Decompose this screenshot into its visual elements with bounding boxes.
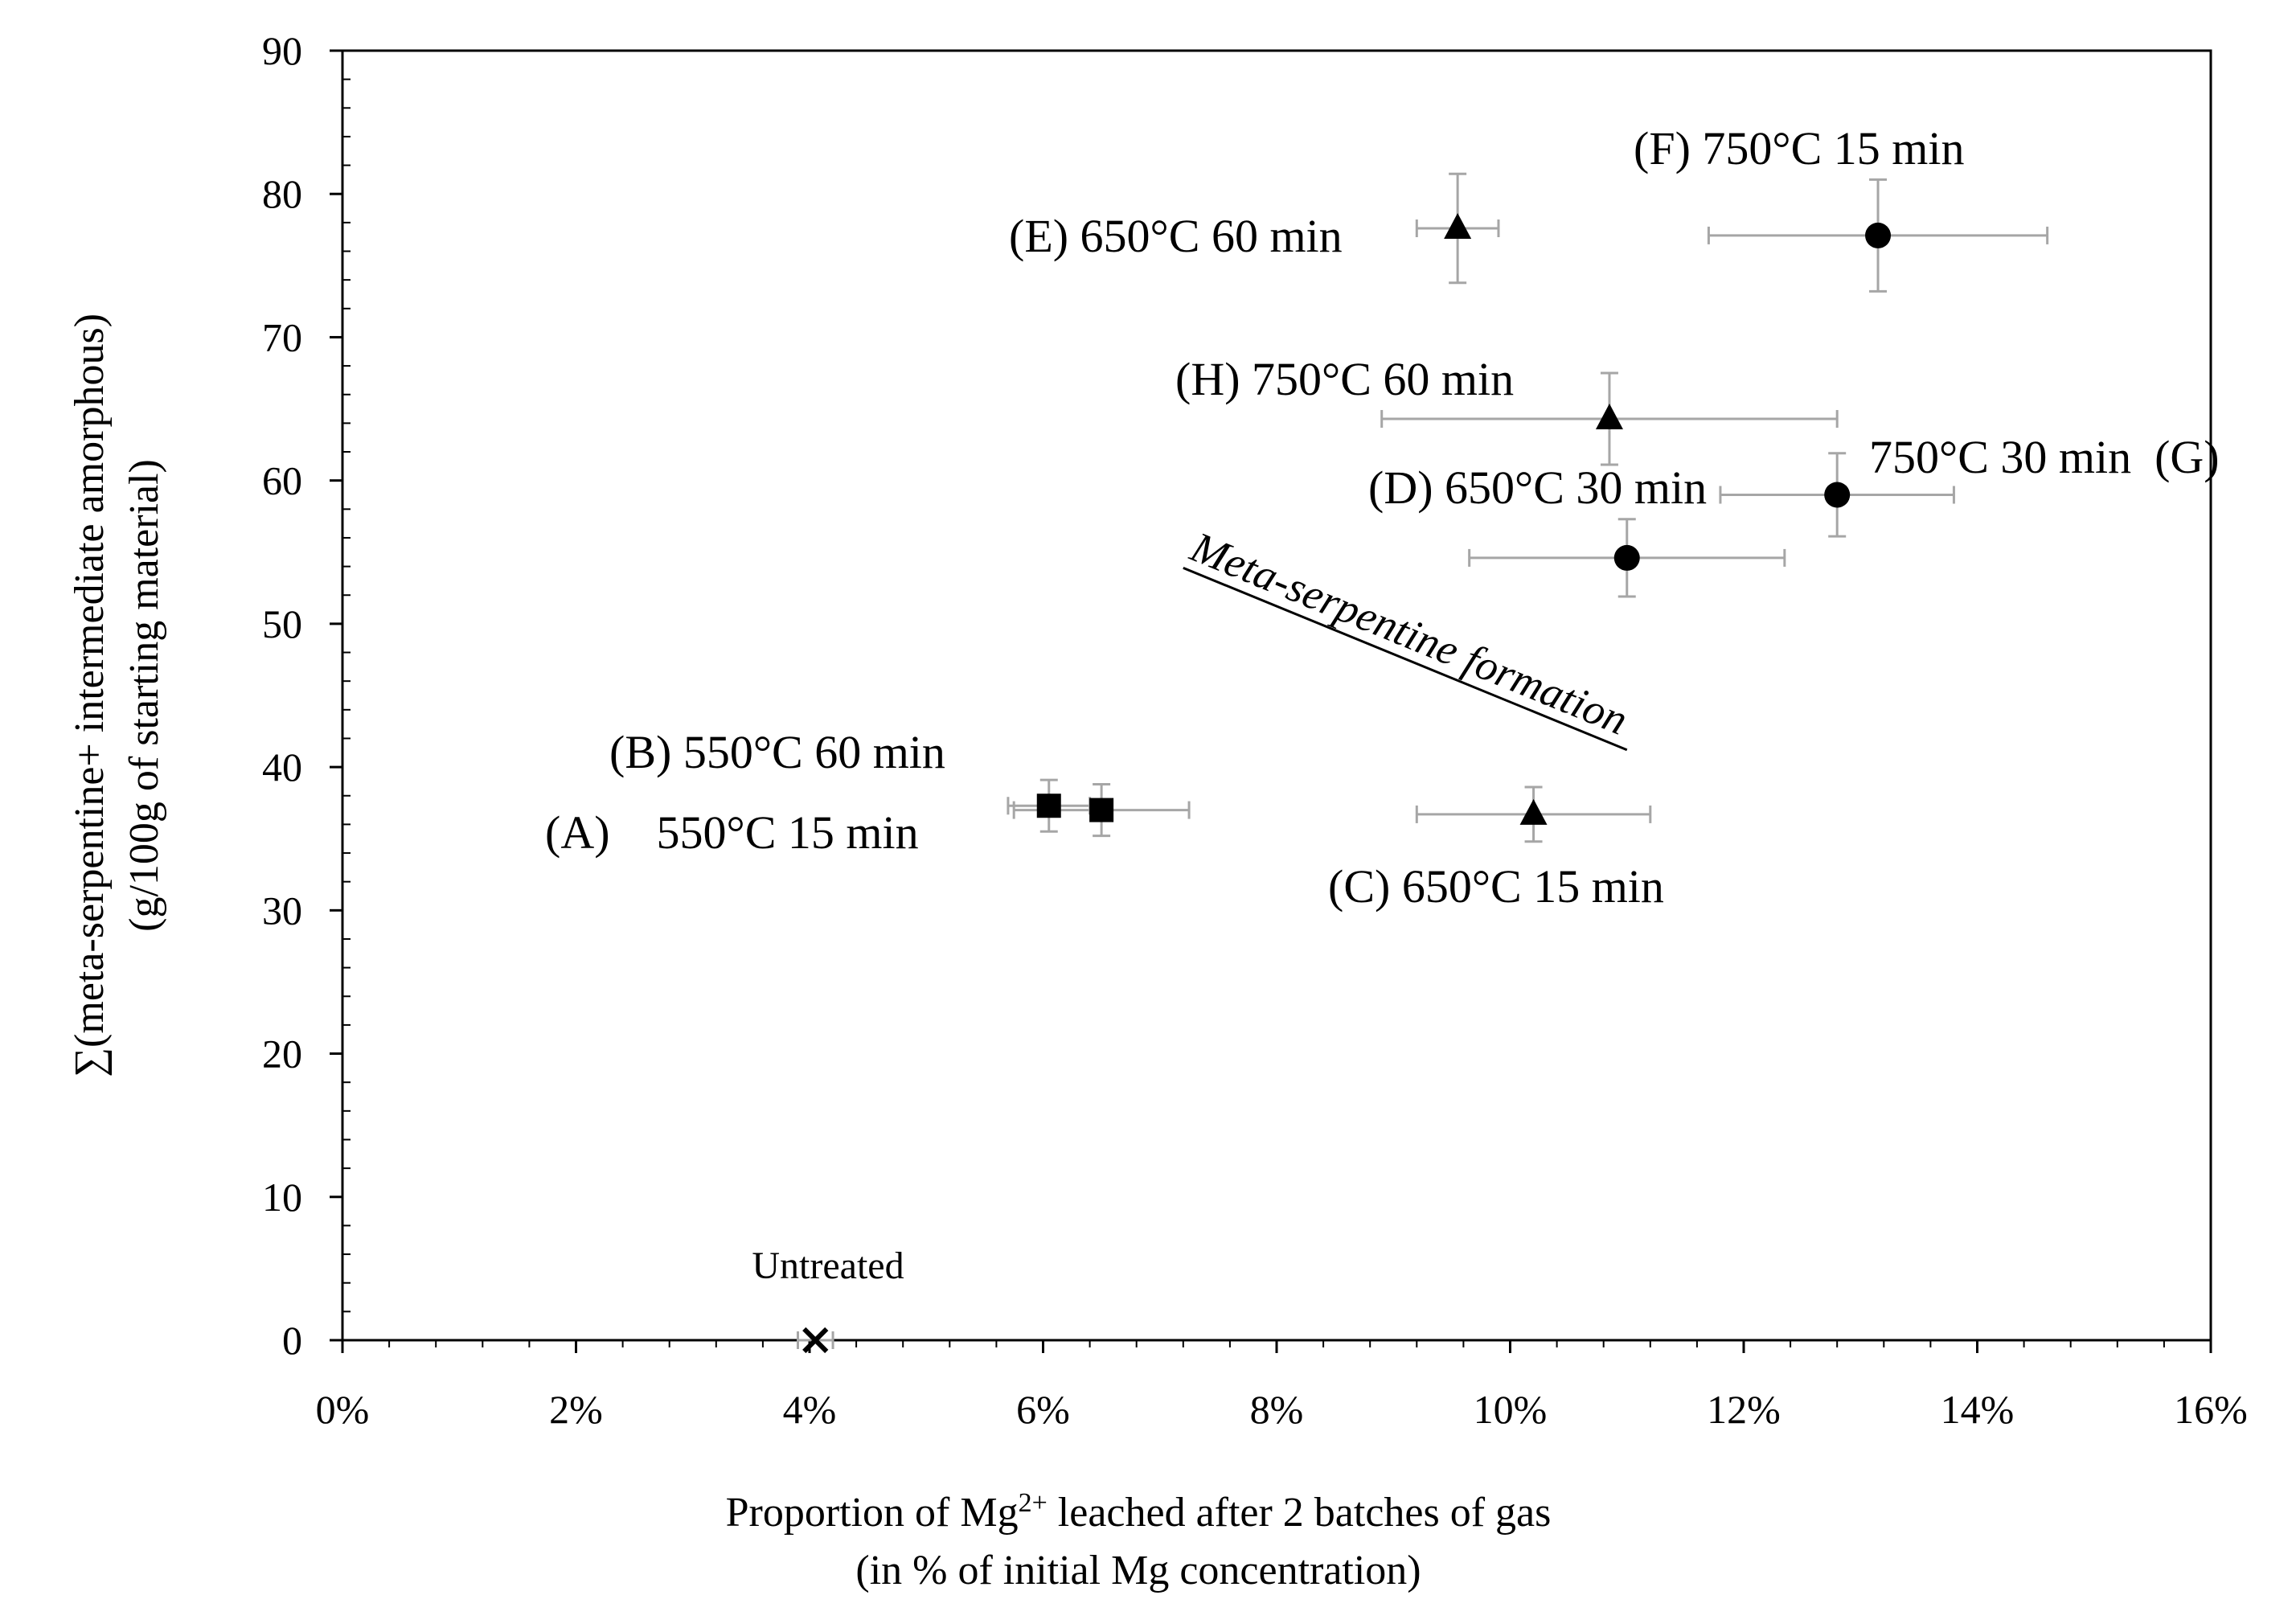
y-axis-title: ∑(meta-serpentine+ intermediate amorphou… — [67, 314, 167, 1077]
markers-layer — [802, 212, 1892, 1354]
y-tick-label: 40 — [262, 744, 302, 789]
point-labels-layer: (A) 550°C 15 min (B) 550°C 60 min (C) 650°… — [545, 122, 2220, 1287]
x-tick-label: 0% — [316, 1387, 370, 1432]
annotation-text: Meta-serpentine formation — [1183, 523, 1634, 744]
error-bars-layer — [796, 172, 2049, 1349]
x-tick-label: 2% — [549, 1387, 603, 1432]
y-axis-title-line2: (g/100g of starting material) — [121, 459, 167, 932]
point-label-h: (H) 750°C 60 min — [1175, 353, 1514, 405]
x-tick-label: 8% — [1250, 1387, 1304, 1432]
x-tick-label: 14% — [1941, 1387, 2015, 1432]
x-axis-title: Proportion of Mg2+ leached after 2 batch… — [726, 1488, 1552, 1594]
x-axis-title-part2: leached after 2 batches of gas — [1048, 1490, 1552, 1536]
x-axis-title-part1: Proportion of Mg — [726, 1490, 1019, 1536]
y-tick-label: 10 — [262, 1175, 302, 1220]
point-label-b: (B) 550°C 60 min — [609, 726, 945, 778]
data-point-h — [1595, 404, 1623, 430]
annotation-underline — [1183, 566, 1628, 752]
point-label-a: (A) 550°C 15 min — [545, 806, 919, 859]
ticks-layer — [330, 49, 2212, 1353]
data-point-a — [1036, 794, 1061, 818]
x-tick-label: 10% — [1474, 1387, 1548, 1432]
data-point-g — [1824, 482, 1851, 508]
tick-labels-layer: 0% 2% 4% 6% 8% 10% 12% 14% 16% 0 10 20 30 40 50 60 70 80 9… — [262, 28, 2248, 1432]
point-label-f: (F) 750°C 15 min — [1634, 122, 1965, 174]
data-point-b — [1089, 798, 1114, 822]
x-tick-label: 12% — [1707, 1387, 1781, 1432]
y-axis-title-line1: ∑(meta-serpentine+ intermediate amorphou… — [67, 314, 113, 1077]
x-axis-title-superscript: 2+ — [1019, 1488, 1048, 1518]
y-tick-label: 80 — [262, 171, 302, 216]
point-label-c: (C) 650°C 15 min — [1328, 860, 1664, 912]
point-label-u: Untreated — [752, 1245, 904, 1287]
x-tick-label: 4% — [783, 1387, 837, 1432]
x-tick-label: 16% — [2174, 1387, 2248, 1432]
x-tick-label: 6% — [1016, 1387, 1070, 1432]
y-tick-label: 0 — [282, 1318, 302, 1363]
annotation-group: Meta-serpentine formation — [1183, 523, 1634, 752]
x-axis-title-line1: Proportion of Mg2+ leached after 2 batch… — [726, 1488, 1552, 1536]
data-point-d — [1613, 544, 1640, 571]
y-tick-label: 50 — [262, 601, 302, 646]
data-point-e — [1444, 212, 1472, 239]
y-tick-label: 20 — [262, 1031, 302, 1077]
point-label-d: (D) 650°C 30 min — [1368, 461, 1707, 514]
y-tick-label: 60 — [262, 458, 302, 503]
data-point-c — [1519, 798, 1548, 825]
y-tick-label: 30 — [262, 888, 302, 933]
x-axis-title-line2: (in % of initial Mg concentration) — [855, 1548, 1421, 1593]
data-point-u — [802, 1327, 829, 1354]
y-tick-label: 90 — [262, 28, 302, 73]
point-label-g: 750°C 30 min (G) — [1869, 431, 2220, 483]
y-tick-label: 70 — [262, 314, 302, 359]
x-marker-stroke — [802, 1327, 829, 1354]
data-point-f — [1865, 222, 1892, 248]
point-label-e: (E) 650°C 60 min — [1009, 210, 1343, 262]
